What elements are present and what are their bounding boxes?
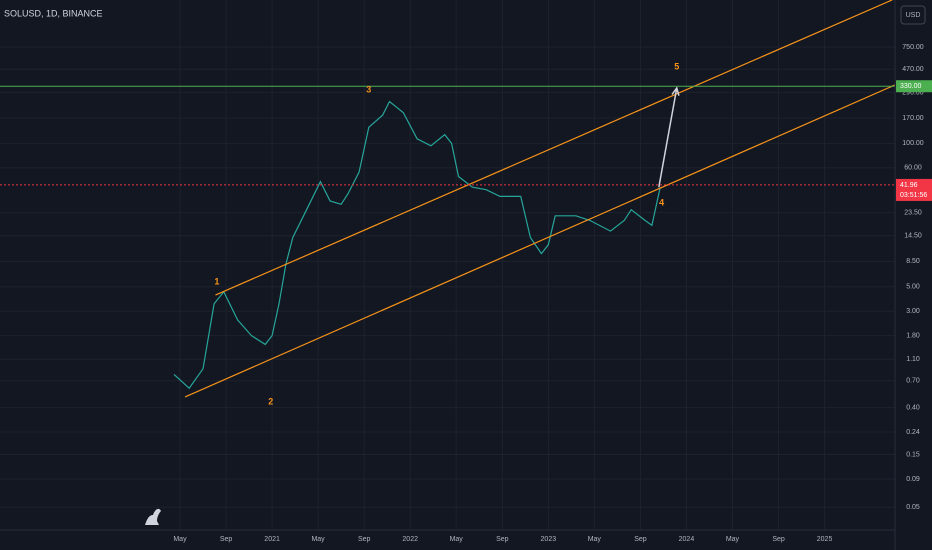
currency[interactable]: USD xyxy=(906,12,921,19)
x-tick-label: Sep xyxy=(772,536,785,543)
x-tick-label: 2022 xyxy=(402,536,418,543)
countdown-label: 03:51:56 xyxy=(900,192,927,199)
x-tick-label: May xyxy=(311,536,325,543)
axes: 750.00 470.00 290.00 170.00 100.00 60.00 23.50… xyxy=(173,44,932,543)
currency-button[interactable] xyxy=(900,5,926,25)
y-tick-label: 170.00 xyxy=(902,115,924,122)
y-tick-label: 14.50 xyxy=(904,233,922,240)
price-label: 41.96 xyxy=(900,182,918,189)
y-tick-label: 5.00 xyxy=(906,284,920,291)
y-tick-label: 0.40 xyxy=(906,404,920,411)
x-tick-label: May xyxy=(450,536,464,543)
arrow-head xyxy=(671,86,680,96)
wave-label: 3 xyxy=(366,84,371,94)
y-tick-label: 0.15 xyxy=(906,451,920,458)
x-tick-label: Sep xyxy=(358,536,371,543)
grid xyxy=(0,0,895,530)
arrow xyxy=(658,87,678,188)
price-label: 330.00 xyxy=(900,83,922,90)
y-tick-label: 0.70 xyxy=(906,378,920,385)
plot-area: 1 2 3 4 5 xyxy=(0,0,895,406)
wave-label: 2 xyxy=(268,396,273,406)
x-tick-label: May xyxy=(588,536,602,543)
y-tick-label: 1.80 xyxy=(906,332,920,339)
wave-label: 1 xyxy=(214,277,219,287)
trend-line xyxy=(184,84,895,398)
y-tick-label: 23.50 xyxy=(904,210,922,217)
y-tick-label: 60.00 xyxy=(904,165,922,172)
y-tick-label: 3.00 xyxy=(906,308,920,315)
x-tick-label: 2021 xyxy=(264,536,280,543)
wave-label: 5 xyxy=(674,61,679,71)
y-tick-label: 1.10 xyxy=(906,356,920,363)
trend-line xyxy=(215,0,893,296)
x-tick-label: Sep xyxy=(220,536,233,543)
logo xyxy=(145,508,161,525)
y-tick-label: 8.50 xyxy=(906,258,920,265)
y-tick-label: 750.00 xyxy=(902,44,924,51)
x-tick-label: 2023 xyxy=(541,536,557,543)
price-label-box xyxy=(896,178,932,201)
x-tick-label: Sep xyxy=(496,536,509,543)
x-tick-label: Sep xyxy=(634,536,647,543)
y-tick-label: 0.09 xyxy=(906,476,920,483)
chart-title: SOLUSD, 1D, BINANCE xyxy=(4,8,103,18)
x-tick-label: May xyxy=(726,536,740,543)
wave-label: 4 xyxy=(659,197,664,207)
y-tick-label: 0.24 xyxy=(906,429,920,436)
x-tick-label: May xyxy=(173,536,187,543)
y-tick-label: 100.00 xyxy=(902,140,924,147)
y-tick-label: 0.05 xyxy=(906,504,920,511)
y-tick-label: 290.00 xyxy=(902,89,924,96)
y-tick-label: 470.00 xyxy=(902,66,924,73)
price-label-box xyxy=(896,80,932,93)
x-tick-label: 2024 xyxy=(679,536,695,543)
x-tick-label: 2025 xyxy=(817,536,833,543)
price-line xyxy=(173,100,661,390)
